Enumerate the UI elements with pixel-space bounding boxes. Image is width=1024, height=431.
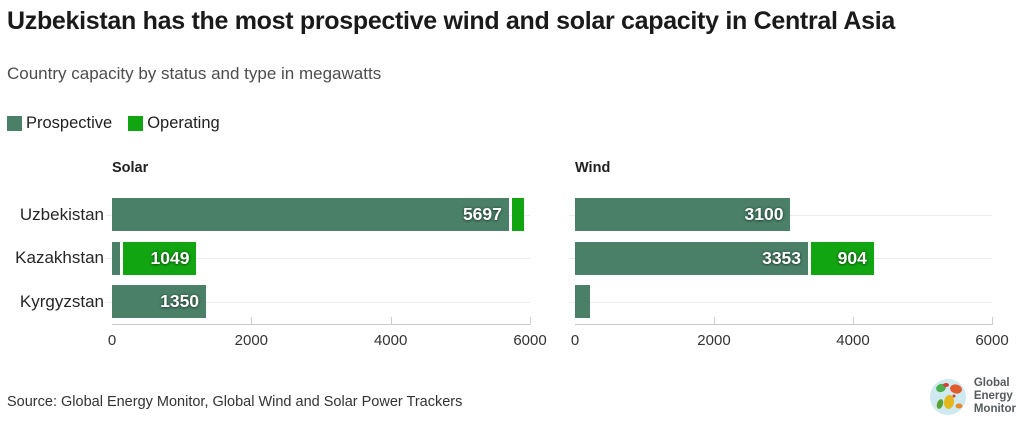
axis-tick-label: 6000: [975, 331, 1009, 349]
wind-panel-title: Wind: [575, 160, 611, 176]
chart-subtitle: Country capacity by status and type in m…: [7, 64, 382, 83]
bar-value-label: 3353: [762, 247, 802, 268]
bar-value-label: 904: [837, 247, 867, 268]
legend-label-prospective: Prospective: [26, 114, 113, 132]
bar-segment-prospective: 5697: [112, 198, 509, 232]
legend-label-operating: Operating: [147, 114, 220, 132]
wind-rows: 3100 3353 904: [569, 193, 992, 324]
axis-tick-label: 2000: [234, 331, 269, 349]
bar-segment-prospective: 1350: [112, 285, 207, 319]
gem-logo: Global Energy Monitor: [929, 377, 1016, 416]
legend-item-operating: Operating: [128, 114, 220, 133]
bar-value-label: 5697: [462, 204, 502, 225]
wind-panel: Wind 3100 3353 904 0 2000 4000 6000: [569, 160, 1009, 354]
bar-value-label: 3100: [744, 204, 784, 225]
bar-segment-operating: [511, 198, 525, 232]
bar-row: [569, 280, 992, 324]
bar-stack: [575, 285, 992, 319]
bar-row: 5697: [106, 193, 530, 237]
axis-tick: [390, 316, 392, 325]
row-label-kazakhstan: Kazakhstan: [15, 248, 104, 268]
bar-row: 1049: [106, 237, 530, 281]
axis-tick: [992, 316, 993, 325]
logo-text: Global Energy Monitor: [974, 377, 1016, 416]
axis-tick-label: 4000: [373, 331, 408, 349]
country-labels: Uzbekistan Kazakhstan Kyrgyzstan: [7, 160, 112, 324]
bar-stack: 1049: [112, 241, 530, 275]
row-gridline: [106, 301, 530, 303]
logo-line-1: Global: [973, 377, 1010, 389]
bar-value-label: 1049: [150, 247, 190, 268]
axis-tick-label: 0: [570, 331, 580, 349]
bar-row: 3100: [569, 193, 992, 237]
row-label-uzbekistan: Uzbekistan: [19, 204, 104, 224]
charts-area: Uzbekistan Kazakhstan Kyrgyzstan Solar 569…: [7, 160, 1009, 354]
bar-row: 3353 904: [569, 237, 992, 281]
bar-segment-prospective: [112, 241, 121, 275]
chart-title: Uzbekistan has the most prospective wind…: [7, 7, 895, 35]
prospective-swatch-icon: [7, 116, 22, 131]
solar-panel-title: Solar: [112, 160, 149, 176]
operating-swatch-icon: [128, 116, 144, 131]
bar-value-label: 1350: [160, 291, 200, 312]
legend: Prospective Operating: [7, 114, 220, 133]
axis-tick-label: 6000: [513, 331, 547, 349]
axis-tick: [251, 316, 253, 325]
solar-rows: 5697 1049 1350: [106, 193, 530, 324]
bar-segment-operating: 904: [811, 241, 874, 275]
row-gridline: [569, 301, 992, 303]
row-label-kyrgyzstan: Kyrgyzstan: [19, 291, 104, 311]
bar-row: 1350: [106, 280, 530, 324]
axis-tick: [713, 316, 715, 325]
bar-stack: 5697: [112, 198, 530, 232]
axis-tick: [852, 316, 854, 325]
bar-stack: 3100: [575, 198, 992, 232]
globe-icon: [929, 378, 966, 415]
logo-line-3: Monitor: [973, 403, 1016, 415]
bar-stack: 3353 904: [575, 241, 992, 275]
logo-line-2: Energy: [973, 390, 1013, 402]
wind-x-axis: 0 2000 4000 6000: [571, 316, 1009, 354]
axis-tick-label: 0: [107, 331, 117, 349]
solar-x-axis: 0 2000 4000 6000: [108, 316, 547, 354]
legend-item-prospective: Prospective: [7, 114, 112, 133]
axis-tick-label: 2000: [697, 331, 731, 349]
bar-segment-operating: 1049: [123, 241, 197, 275]
axis-tick-label: 4000: [836, 331, 870, 349]
solar-panel: Solar 5697 1049 1350 0 2000 4000 6000: [106, 160, 547, 354]
source-note: Source: Global Energy Monitor, Global Wi…: [7, 394, 463, 410]
row-gridline: [106, 258, 530, 260]
bar-segment-prospective: 3100: [575, 198, 791, 232]
bar-segment-prospective: [575, 285, 590, 319]
bar-stack: 1350: [112, 285, 530, 319]
bar-segment-prospective: 3353: [575, 241, 809, 275]
axis-tick: [530, 316, 531, 325]
